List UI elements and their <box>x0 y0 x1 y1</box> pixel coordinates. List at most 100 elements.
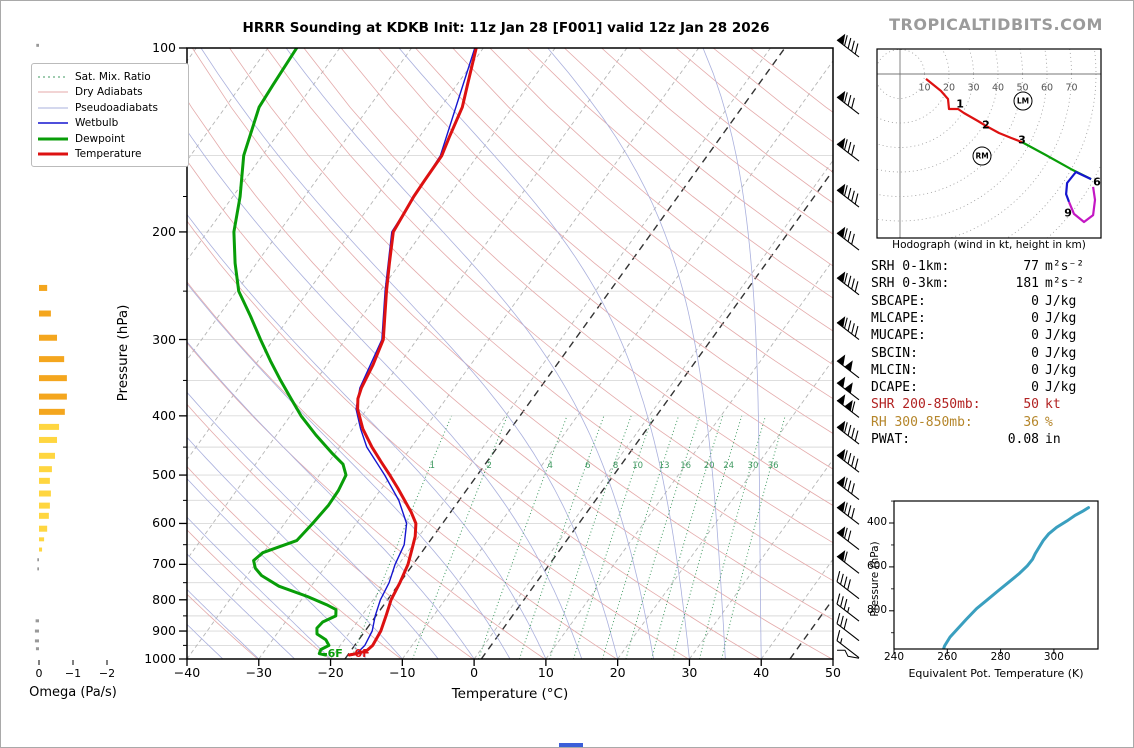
temperature-tick-label: 50 <box>825 665 841 680</box>
mixing-ratio-line <box>573 415 654 659</box>
hodograph-height-label: 6 <box>1093 175 1101 189</box>
wind-barb-full <box>843 502 848 514</box>
pressure-tick-label: 700 <box>152 556 176 572</box>
mixing-ratio-label: 6 <box>585 461 591 471</box>
mixing-ratio-line <box>478 415 568 659</box>
hodograph-ring-label: 60 <box>1040 82 1054 94</box>
thetae-pressure-tick-label: 400 <box>866 516 887 528</box>
wind-barb-full <box>843 450 848 462</box>
temperature-curve <box>347 48 478 657</box>
pseudoadiabat-line <box>398 48 690 659</box>
wind-barb-full <box>843 422 848 433</box>
stat-value: 0 <box>1031 293 1039 309</box>
legend-line-sample <box>38 152 68 156</box>
stat-label: PWAT: <box>871 432 911 447</box>
pseudoadiabat-line <box>702 48 762 659</box>
wind-barb-full <box>854 458 859 470</box>
legend-item: Dewpoint <box>38 131 182 147</box>
legend-item-label: Wetbulb <box>75 117 119 130</box>
pressure-tick-label: 900 <box>152 623 176 639</box>
omega-bar <box>34 639 39 643</box>
omega-bar <box>39 423 60 430</box>
legend-item: Temperature <box>38 147 182 163</box>
stat-label: SBCAPE: <box>871 293 926 309</box>
stat-row: PWAT: 0.08 in <box>871 432 1061 447</box>
hodograph-ring-label: 50 <box>1016 82 1029 94</box>
omega-bar <box>37 567 39 571</box>
thetae-pressure-tick-label: 800 <box>866 603 887 616</box>
mixing-ratio-label: 8 <box>612 461 619 471</box>
pressure-axis-label: Pressure (hPa) <box>115 304 131 402</box>
wind-barb-flag <box>837 448 846 461</box>
wind-barb-full <box>847 187 852 199</box>
dry-adiabat-line <box>526 48 833 299</box>
wind-barb-full <box>851 323 855 334</box>
pressure-tick-label: 800 <box>152 591 176 607</box>
mixing-ratio-label: 36 <box>767 461 779 471</box>
omega-bar <box>39 490 51 497</box>
temperature-axis-label: Temperature (°C) <box>451 686 569 702</box>
stat-label: RH 300-850mb: <box>871 414 973 430</box>
temperature-tick-label: 40 <box>753 665 770 680</box>
hodograph-height-label: 9 <box>1064 206 1072 220</box>
hodograph-marker-lm: LM <box>1013 91 1033 111</box>
hodograph-ring-label: 10 <box>918 82 931 94</box>
mixing-ratio-line <box>625 415 701 659</box>
wind-barb-full <box>836 593 841 605</box>
stat-value: 0 <box>1031 345 1039 361</box>
wind-barb-flag <box>837 226 846 238</box>
thetae-temp-tick-label: 300 <box>1043 651 1064 663</box>
pseudoadiabat-line <box>200 48 619 659</box>
temperature-tick-label: 20 <box>609 665 626 680</box>
dry-adiabat-line <box>187 99 833 659</box>
wind-barb-half <box>847 606 850 613</box>
wind-barb-flag <box>837 90 846 102</box>
stat-label: MLCAPE: <box>871 310 926 326</box>
wind-barb-staff <box>836 581 860 600</box>
wind-barb-full <box>843 527 848 539</box>
stat-value: 0 <box>1031 328 1039 344</box>
wind-barb-full <box>843 317 848 329</box>
temperature-tick-label: 0 <box>470 665 479 680</box>
temperature-tick-label: −40 <box>173 665 201 680</box>
calm-wind-mark <box>837 649 860 659</box>
omega-bar <box>39 502 50 509</box>
omega-bar <box>39 436 58 443</box>
wind-barb-full <box>843 618 848 630</box>
stat-row: SRH 0-3km: 181 m²s⁻² <box>871 276 1084 291</box>
wind-barb-full <box>851 278 855 290</box>
pressure-tick-label: 300 <box>152 331 176 347</box>
wind-barb-full <box>843 35 848 46</box>
stat-unit: J/kg <box>1045 345 1077 361</box>
pseudoadiabat-line <box>187 588 260 659</box>
skewt-frame <box>186 47 834 660</box>
omega-tick-label: 0 <box>35 667 43 680</box>
wind-barb-flag <box>837 476 846 488</box>
legend-line-sample <box>38 122 68 125</box>
wind-barb-flag <box>837 316 846 328</box>
legend-item: Pseudoadiabats <box>38 100 182 116</box>
wind-barb-flag <box>844 382 853 394</box>
hodograph-frame <box>876 48 1102 239</box>
dry-adiabat-line <box>187 281 617 659</box>
stat-label: MUCAPE: <box>871 328 926 344</box>
stat-unit: m²s⁻² <box>1045 259 1085 274</box>
mixing-ratio-label: 13 <box>658 461 670 471</box>
hodograph-height-label: 1 <box>956 97 964 111</box>
isotherm-line <box>401 60 833 659</box>
wind-barb-full <box>847 453 852 464</box>
mixing-ratio-label: 20 <box>703 461 715 471</box>
stat-label: DCAPE: <box>871 380 918 396</box>
hodograph-ring-label: 30 <box>967 82 980 94</box>
mixing-ratio-label: 16 <box>680 461 692 471</box>
hodograph-ring-label: 70 <box>1065 82 1078 94</box>
hodograph-trace-9-12km <box>1067 186 1097 224</box>
omega-bar <box>35 619 39 623</box>
omega-bar <box>39 408 65 415</box>
mixing-ratio-label: 10 <box>632 461 644 471</box>
omega-bar <box>39 452 55 459</box>
temperature-tick-label: −10 <box>389 665 416 680</box>
wind-barb-full <box>847 275 852 287</box>
hodograph-trace-6-9km <box>1064 170 1092 203</box>
